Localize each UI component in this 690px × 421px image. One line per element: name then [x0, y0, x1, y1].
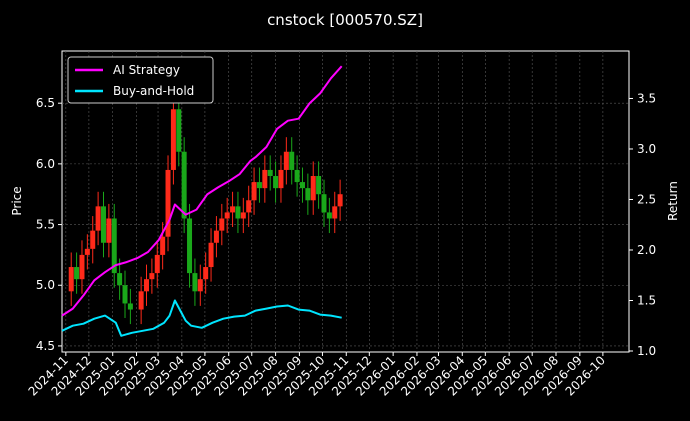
price-candle: [117, 273, 123, 286]
y-left-tick-label: 6.0: [36, 157, 55, 171]
y-right-tick-label: 1.0: [637, 344, 656, 358]
chart-title: cnstock [000570.SZ]: [267, 11, 423, 29]
price-candle: [106, 218, 112, 243]
price-candle: [203, 267, 209, 280]
price-candle: [95, 206, 101, 231]
y-left-tick-label: 5.5: [36, 218, 55, 232]
y-right-tick-label: 2.0: [637, 243, 656, 257]
series-line-buy-and-hold: [61, 299, 342, 337]
price-candle: [149, 273, 155, 280]
y-axis-right: 1.0 1.5 2.0 2.5 3.0 3.5: [629, 91, 656, 358]
price-candle: [326, 212, 332, 219]
price-candle: [213, 230, 219, 243]
price-candle: [283, 151, 289, 170]
y-left-tick-label: 4.5: [36, 339, 55, 353]
price-candle: [256, 182, 262, 189]
price-candle: [90, 230, 96, 249]
price-candle: [316, 176, 322, 195]
price-candle: [305, 188, 311, 201]
price-candle: [170, 109, 176, 170]
price-candle: [240, 212, 246, 219]
price-candle: [235, 206, 241, 219]
price-candle: [321, 194, 327, 213]
price-candle: [154, 254, 160, 274]
price-candle: [278, 169, 284, 189]
price-candle: [310, 176, 316, 201]
price-candle: [84, 248, 90, 255]
price-candle: [224, 212, 230, 219]
price-candle: [79, 254, 85, 280]
price-candle: [144, 279, 150, 292]
y-right-tick-label: 2.5: [637, 192, 656, 206]
price-candle: [332, 206, 338, 219]
price-candle: [208, 242, 214, 268]
legend: AI Strategy Buy-and-Hold: [67, 56, 214, 104]
price-candle: [160, 236, 166, 255]
y-axis-left: 4.5 5.0 5.5 6.0 6.5: [36, 96, 62, 353]
price-candle: [230, 206, 236, 213]
price-candles: [68, 94, 343, 325]
price-candle: [197, 279, 203, 292]
price-candle: [100, 206, 106, 243]
price-candle: [181, 151, 187, 219]
price-candle: [127, 303, 133, 310]
price-candle: [122, 285, 128, 304]
legend-label: AI Strategy: [113, 63, 180, 77]
y-axis-left-label: Price: [10, 186, 24, 215]
price-candle: [111, 218, 117, 274]
price-candle: [262, 169, 268, 189]
y-right-tick-label: 1.5: [637, 293, 656, 307]
y-right-tick-label: 3.0: [637, 142, 656, 156]
price-candle: [138, 291, 144, 310]
y-axis-right-label: Return: [666, 181, 680, 221]
x-axis: 2024-112024-122025-012025-022025-032025-…: [26, 352, 608, 399]
price-candle: [165, 169, 171, 237]
return-lines: [61, 65, 343, 337]
grid-lines: [62, 51, 629, 352]
price-candle: [294, 169, 300, 183]
price-candle: [176, 109, 182, 152]
y-left-tick-label: 5.0: [36, 278, 55, 292]
price-candle: [246, 200, 252, 213]
price-candle: [192, 273, 198, 292]
series-line-ai-strategy: [61, 65, 343, 317]
price-candle: [299, 182, 305, 189]
price-candle: [267, 169, 273, 177]
price-candle: [273, 176, 279, 189]
price-candle: [337, 194, 343, 207]
price-candle: [74, 267, 80, 280]
price-candle: [289, 151, 295, 170]
price-candle: [68, 267, 74, 292]
y-right-tick-label: 3.5: [637, 91, 656, 105]
price-candle: [187, 218, 193, 274]
y-left-tick-label: 6.5: [36, 96, 55, 110]
legend-box: [67, 56, 214, 104]
price-candle: [251, 182, 257, 201]
price-candle: [219, 218, 225, 231]
legend-label: Buy-and-Hold: [113, 84, 194, 98]
